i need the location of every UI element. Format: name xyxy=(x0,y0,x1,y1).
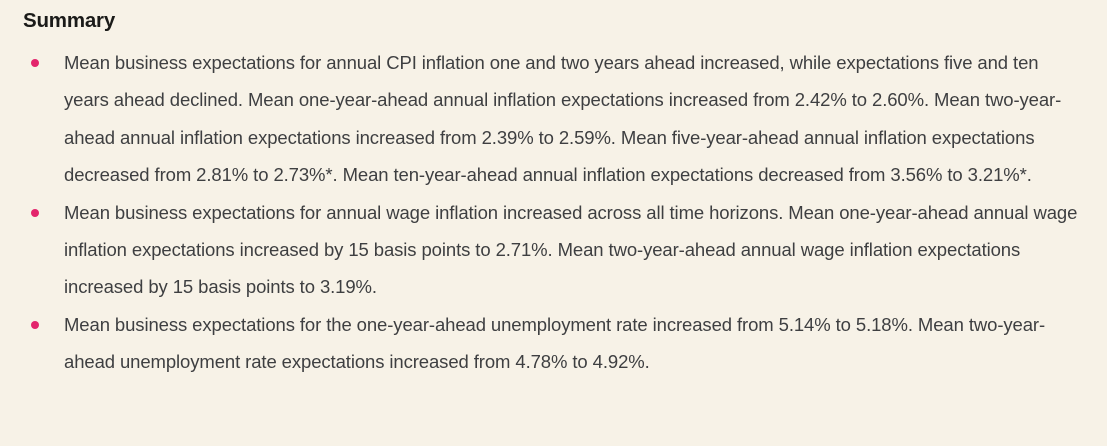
list-item: Mean business expectations for annual wa… xyxy=(23,194,1079,306)
bullet-text: Mean business expectations for annual CP… xyxy=(64,52,1062,186)
bullet-icon xyxy=(31,208,39,217)
bullet-text: Mean business expectations for annual wa… xyxy=(64,201,1078,298)
bullet-icon xyxy=(31,320,39,329)
list-item: Mean business expectations for the one-y… xyxy=(23,306,1079,381)
list-item: Mean business expectations for annual CP… xyxy=(23,44,1079,194)
bullet-list: Mean business expectations for annual CP… xyxy=(23,44,1079,381)
bullet-icon xyxy=(31,59,39,67)
summary-section: Summary Mean business expectations for a… xyxy=(23,9,1079,381)
bullet-text: Mean business expectations for the one-y… xyxy=(64,313,1046,373)
section-heading: Summary xyxy=(23,9,116,32)
